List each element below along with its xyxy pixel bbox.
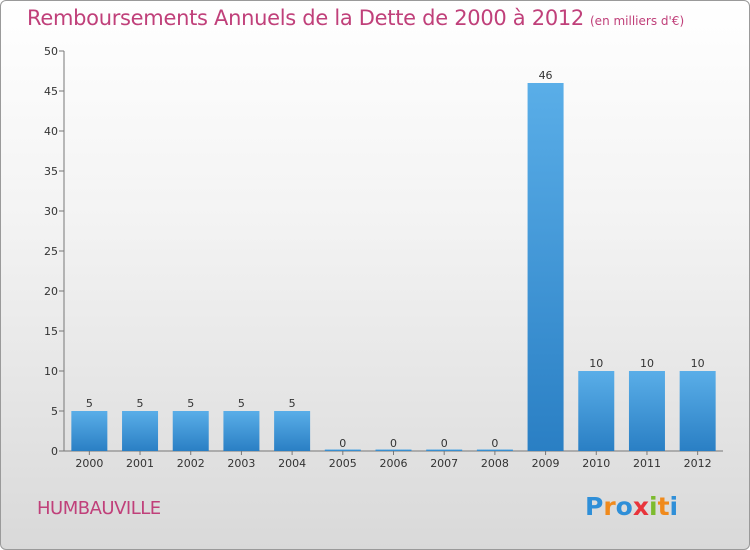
commune-name: HUMBAUVILLE — [37, 498, 161, 519]
data-label: 46 — [539, 69, 553, 82]
bar — [476, 449, 513, 451]
logo-letter: r — [603, 492, 616, 521]
y-tick-label: 35 — [44, 165, 58, 178]
y-tick-label: 5 — [51, 405, 58, 418]
logo-letter: i — [669, 492, 679, 521]
y-tick-label: 45 — [44, 85, 58, 98]
y-tick-label: 25 — [44, 245, 58, 258]
bar — [578, 371, 615, 451]
logo-letter: x — [632, 492, 649, 521]
logo-letter: P — [585, 492, 604, 521]
y-tick-label: 20 — [44, 285, 58, 298]
chart-title: Remboursements Annuels de la Dette de 20… — [27, 6, 684, 30]
y-tick-label: 15 — [44, 325, 58, 338]
x-tick-label: 2008 — [481, 457, 509, 470]
data-label: 5 — [238, 397, 245, 410]
data-label: 10 — [640, 357, 654, 370]
bar — [223, 411, 260, 451]
x-tick-label: 2012 — [684, 457, 712, 470]
x-tick-label: 2009 — [532, 457, 560, 470]
x-tick-label: 2004 — [278, 457, 306, 470]
data-label: 0 — [491, 437, 498, 450]
bar — [426, 449, 463, 451]
bar — [679, 371, 716, 451]
bar — [324, 449, 361, 451]
data-label: 5 — [137, 397, 144, 410]
y-tick-label: 40 — [44, 125, 58, 138]
proxiti-logo: Proxiti — [585, 492, 678, 521]
value-labels: 5 5 5 5 5 0 0 0 0 46 10 10 10 — [86, 69, 705, 450]
bar — [122, 411, 159, 451]
x-tick-label: 2001 — [126, 457, 154, 470]
bar — [274, 411, 311, 451]
bar — [71, 411, 108, 451]
logo-letter: t — [657, 492, 670, 521]
y-tick-label: 10 — [44, 365, 58, 378]
bars — [71, 83, 716, 451]
bar — [527, 83, 564, 451]
chart-title-text: Remboursements Annuels de la Dette de 20… — [27, 6, 584, 30]
data-label: 5 — [187, 397, 194, 410]
x-tick-label: 2002 — [177, 457, 205, 470]
x-tick-label: 2011 — [633, 457, 661, 470]
x-tick-label: 2007 — [430, 457, 458, 470]
x-tick-label: 2006 — [380, 457, 408, 470]
y-tick-label: 0 — [51, 445, 58, 458]
y-tick-label: 50 — [44, 45, 58, 58]
x-tick-label: 2003 — [227, 457, 255, 470]
data-label: 0 — [339, 437, 346, 450]
logo-letter: i — [649, 492, 658, 521]
x-tick-label: 2010 — [582, 457, 610, 470]
data-label: 5 — [289, 397, 296, 410]
y-tick-label: 30 — [44, 205, 58, 218]
data-label: 5 — [86, 397, 93, 410]
data-label: 10 — [691, 357, 705, 370]
x-tick-label: 2000 — [75, 457, 103, 470]
bar — [375, 449, 412, 451]
bar — [628, 371, 665, 451]
logo-letter: o — [615, 492, 633, 521]
data-label: 0 — [390, 437, 397, 450]
bar — [172, 411, 209, 451]
x-tick-label: 2005 — [329, 457, 357, 470]
chart-unit: (en milliers d'€) — [590, 14, 685, 28]
data-label: 10 — [589, 357, 603, 370]
data-label: 0 — [441, 437, 448, 450]
